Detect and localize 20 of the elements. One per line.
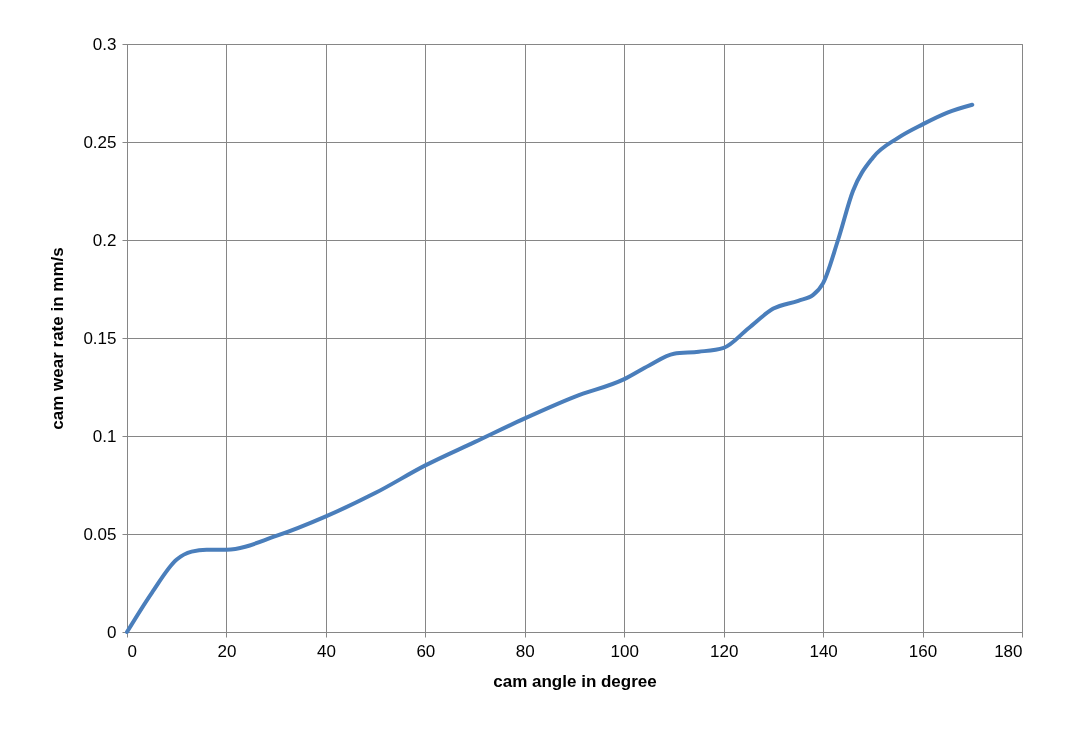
y-tick-label: 0.15 xyxy=(83,328,117,348)
x-tick-label: 100 xyxy=(610,641,639,661)
x-tick-label: 160 xyxy=(908,641,938,661)
y-tick-label: 0.2 xyxy=(92,230,117,250)
y-tick-label: 0.25 xyxy=(83,132,117,152)
x-tick-label: 180 xyxy=(994,641,1023,661)
x-tick-label: 40 xyxy=(316,641,336,661)
y-tick-label: 0 xyxy=(107,622,117,642)
x-axis-title: cam angle in degree xyxy=(493,671,657,691)
x-tick-label: 120 xyxy=(709,641,739,661)
y-tick-label: 0.05 xyxy=(83,524,117,544)
x-tick-label: 60 xyxy=(416,641,436,661)
x-tick-label: 80 xyxy=(515,641,535,661)
x-tick-label: 20 xyxy=(217,641,237,661)
y-tick-label: 0.3 xyxy=(92,34,117,54)
y-axis-title: cam wear rate in mm/s xyxy=(48,247,68,430)
x-tick-label: 0 xyxy=(127,641,137,661)
x-tick-label: 140 xyxy=(809,641,838,661)
line-series xyxy=(125,102,975,634)
y-tick-label: 0.1 xyxy=(92,426,117,446)
